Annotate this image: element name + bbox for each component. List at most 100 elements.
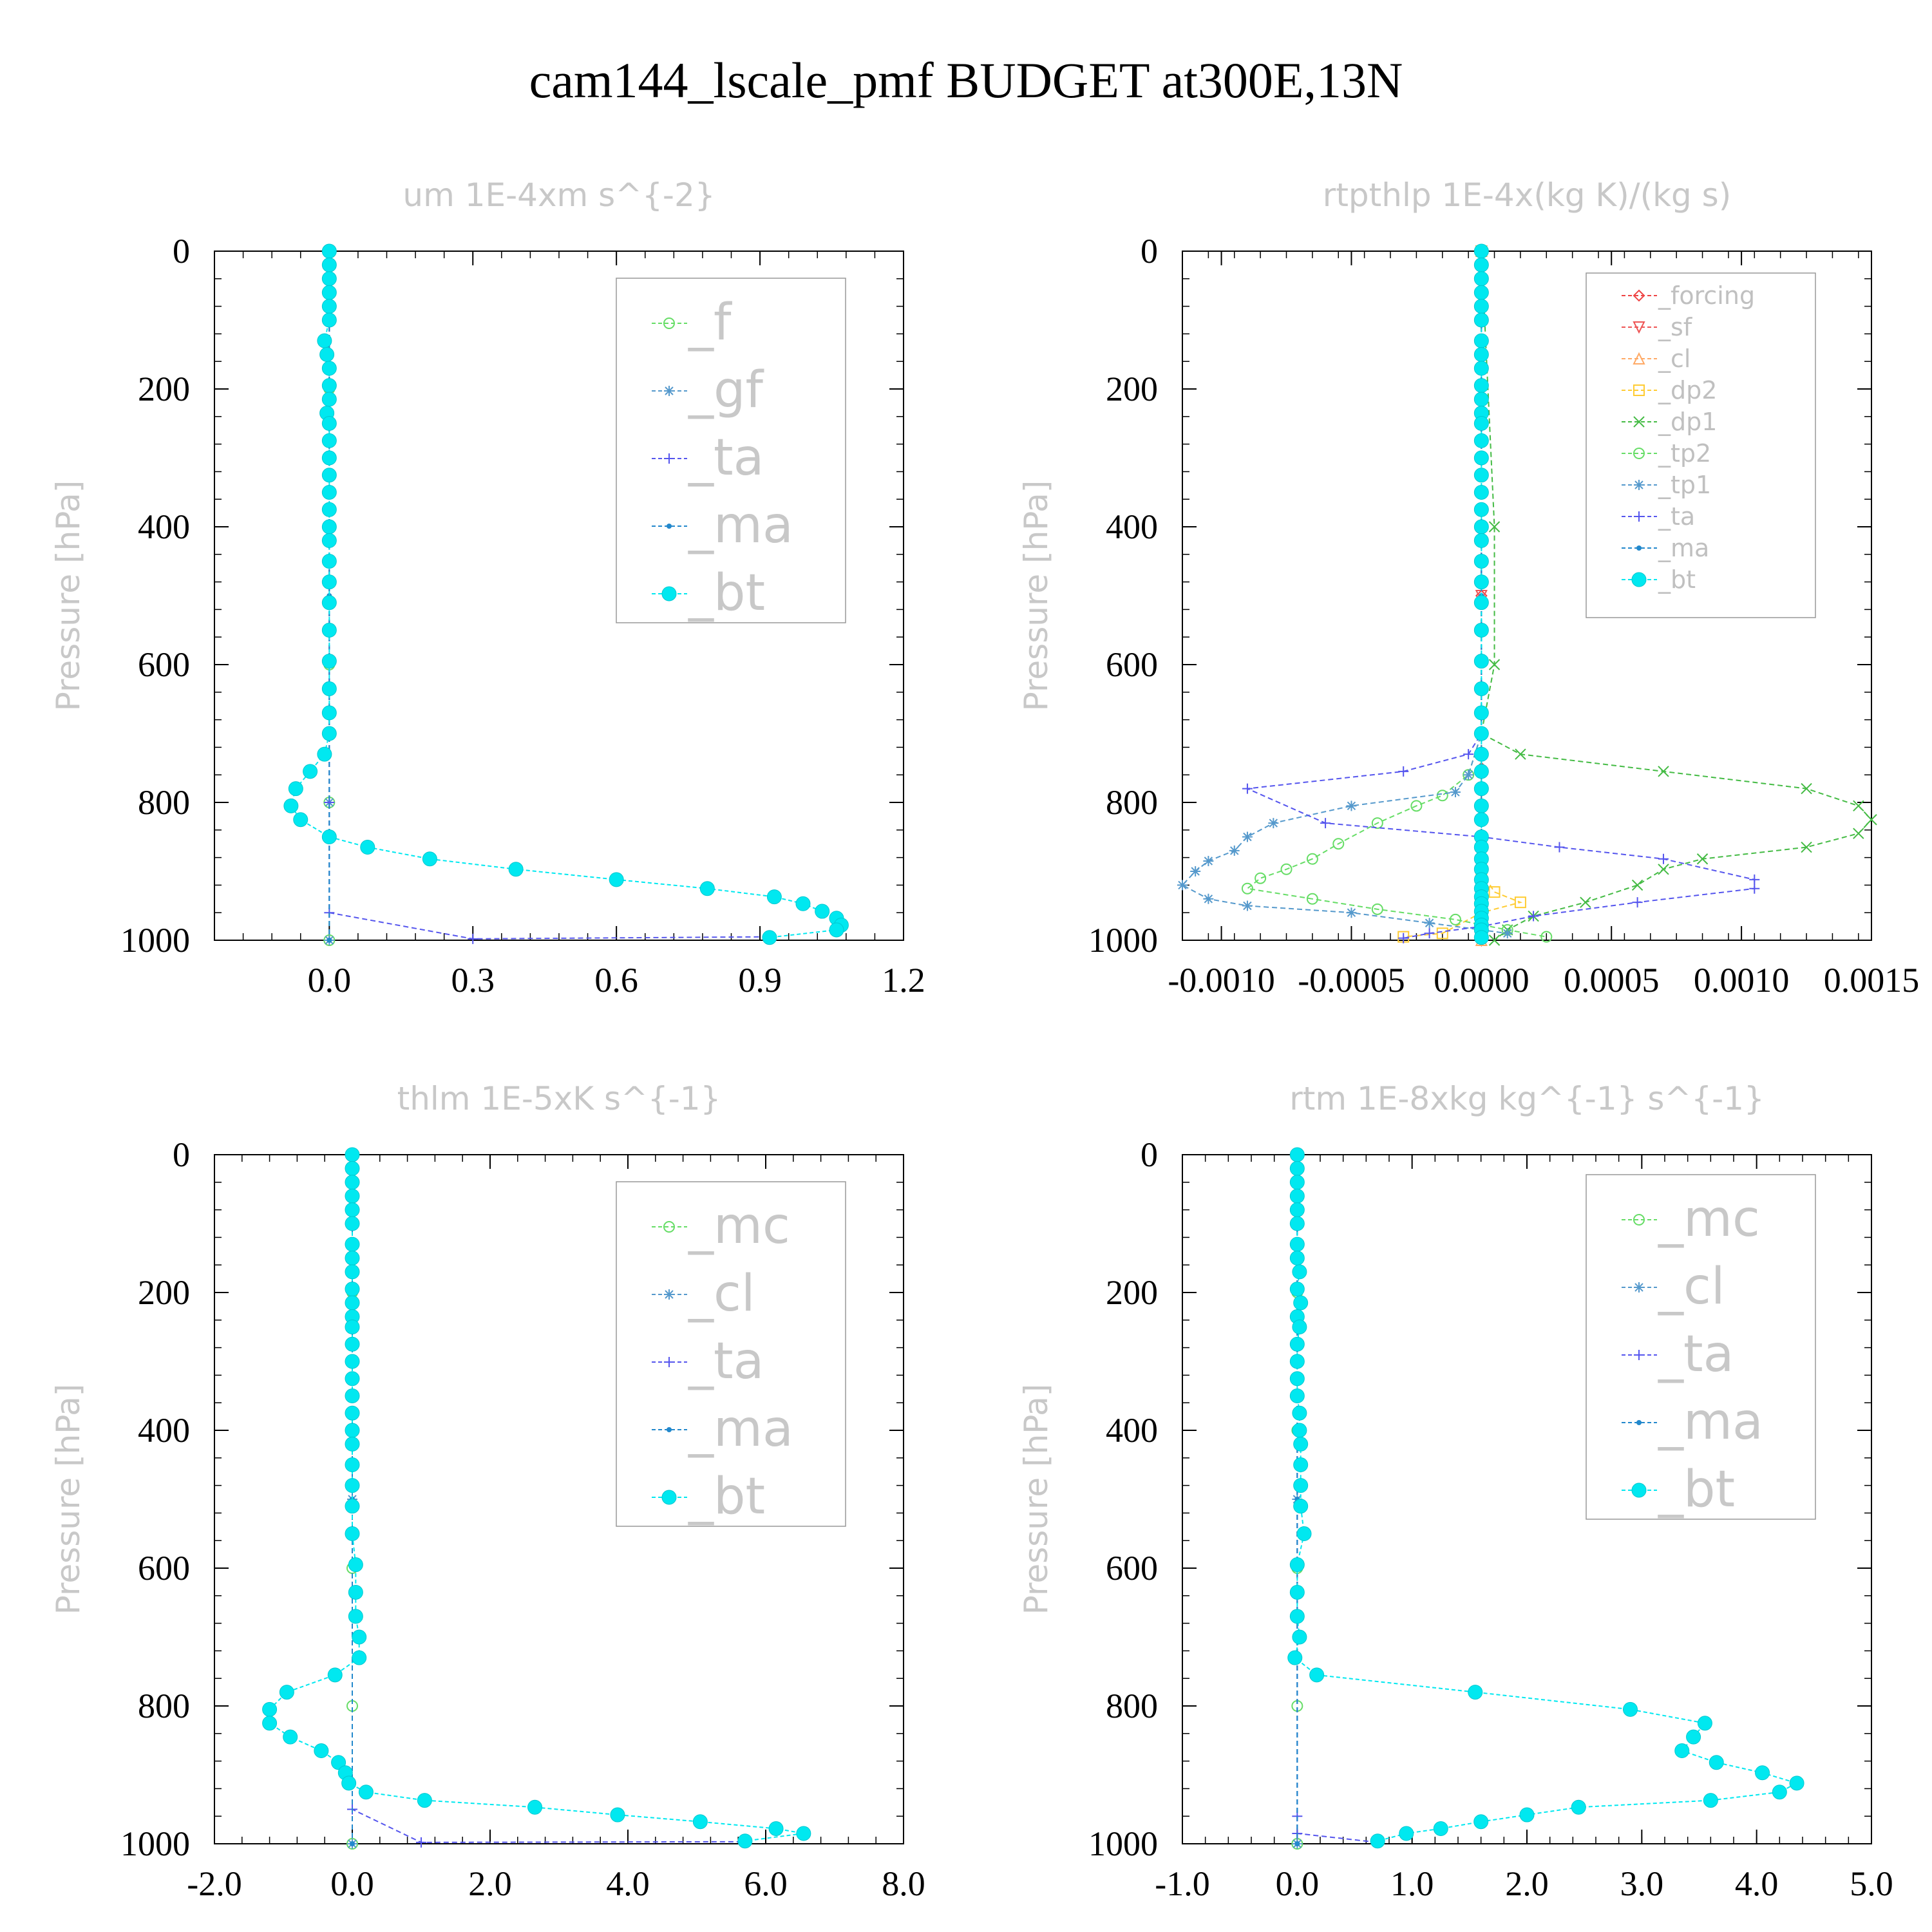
x-tick-label: 0.9 xyxy=(738,961,782,999)
legend-marker xyxy=(1633,1214,1645,1226)
chart-panel-4: rtm 1E-8xkg kg^{-1} s^{-1} Pressure [hPa]… xyxy=(1018,1080,1893,1903)
legend: _mc _cl _ta _ma _bt xyxy=(616,1181,846,1527)
data-point xyxy=(1473,554,1489,569)
data-point xyxy=(1473,595,1489,611)
data-point xyxy=(1473,450,1489,466)
data-point xyxy=(345,1354,360,1369)
data-point xyxy=(1473,812,1489,828)
data-point xyxy=(321,450,337,466)
data-point xyxy=(321,243,337,259)
data-point xyxy=(321,416,337,431)
data-point xyxy=(1473,705,1489,721)
data-point xyxy=(1473,243,1489,259)
data-point xyxy=(345,1320,360,1334)
data-point xyxy=(352,1650,367,1665)
data-point xyxy=(699,881,715,896)
legend: _forcing _sf _cl _dp2 _dp1 _tp2 _tp1 _ta _ma _bt xyxy=(1586,272,1816,618)
legend-label: _tp2 xyxy=(1658,439,1711,468)
panel-title: rtm 1E-8xkg kg^{-1} s^{-1} xyxy=(1289,1080,1765,1117)
data-point xyxy=(331,1755,346,1770)
data-point xyxy=(1519,1807,1535,1823)
data-point xyxy=(1293,1295,1309,1311)
data-point xyxy=(341,1776,357,1791)
legend-label: _ta xyxy=(1658,502,1695,531)
data-point xyxy=(1292,1629,1307,1645)
data-point xyxy=(796,1826,811,1841)
data-point xyxy=(321,285,337,300)
data-point xyxy=(1658,766,1669,777)
data-point xyxy=(1853,800,1864,812)
legend-label: _cl xyxy=(1658,345,1690,373)
data-point xyxy=(1346,907,1357,918)
data-point xyxy=(1515,748,1526,760)
legend-label: _ma xyxy=(688,497,793,554)
x-tick-label: 1.0 xyxy=(1390,1864,1434,1903)
data-point xyxy=(1289,1175,1305,1190)
legend-box xyxy=(616,1181,846,1527)
x-tick-label: 0.0 xyxy=(330,1864,374,1903)
data-point xyxy=(1473,746,1489,762)
legend-label: _dp1 xyxy=(1658,408,1717,436)
data-point xyxy=(1450,786,1461,797)
data-point xyxy=(321,654,337,669)
data-point xyxy=(766,889,782,905)
legend-marker xyxy=(1634,1282,1644,1293)
data-point xyxy=(321,726,337,741)
data-point xyxy=(1268,818,1279,829)
data-point xyxy=(1436,790,1448,802)
series-bt xyxy=(283,243,849,945)
data-point xyxy=(1703,1793,1718,1808)
plot-frame xyxy=(214,251,904,941)
x-tick-label: 2.0 xyxy=(1505,1864,1549,1903)
data-point xyxy=(303,764,318,779)
data-point xyxy=(1473,416,1489,431)
y-tick-label: 1000 xyxy=(120,1824,190,1863)
data-point xyxy=(345,1175,360,1190)
legend-label: _bt xyxy=(1658,565,1696,594)
x-tick-label: 0.0005 xyxy=(1564,961,1660,999)
data-point xyxy=(1473,574,1489,590)
x-tick-label: 0.6 xyxy=(594,961,638,999)
data-point xyxy=(829,922,844,938)
x-tick-label: 0.0 xyxy=(1276,1864,1320,1903)
series-line xyxy=(1245,251,1547,938)
x-tick-label: 2.0 xyxy=(468,1864,512,1903)
data-point xyxy=(1502,928,1513,939)
data-point xyxy=(1488,521,1501,533)
data-point xyxy=(321,519,337,535)
x-tick-label: 1.2 xyxy=(882,961,925,999)
data-point xyxy=(321,468,337,483)
data-point xyxy=(1473,271,1489,287)
data-point xyxy=(1658,853,1669,864)
data-point xyxy=(345,1478,360,1493)
data-point xyxy=(279,1685,294,1700)
data-point xyxy=(1289,1282,1305,1297)
data-point xyxy=(1686,1729,1701,1745)
y-tick-label: 0 xyxy=(1141,232,1158,270)
legend-label: _sf xyxy=(1658,313,1693,341)
data-point xyxy=(1473,468,1489,483)
y-axis-label: Pressure [hPa] xyxy=(1018,1384,1055,1615)
data-point xyxy=(1293,1499,1309,1514)
data-point xyxy=(1242,783,1253,794)
data-point xyxy=(321,485,337,500)
legend-marker xyxy=(1633,384,1645,396)
legend-marker xyxy=(1633,289,1645,302)
data-point xyxy=(1371,903,1383,915)
data-point xyxy=(1514,896,1526,909)
chart-panel-2: rtpthlp 1E-4x(kg K)/(kg s) Pressure [hPa]… xyxy=(1018,176,1919,999)
data-point xyxy=(1287,1650,1303,1665)
y-tick-label: 800 xyxy=(138,783,190,822)
y-tick-label: 0 xyxy=(1141,1135,1158,1174)
data-point xyxy=(1473,764,1489,779)
data-point xyxy=(283,798,299,813)
y-tick-label: 0 xyxy=(173,232,190,270)
legend-marker xyxy=(1636,1420,1642,1425)
data-point xyxy=(345,1526,360,1541)
data-point xyxy=(1309,1667,1325,1683)
data-point xyxy=(321,595,337,611)
data-point xyxy=(1289,1251,1305,1265)
data-point xyxy=(321,392,337,407)
data-point xyxy=(1241,882,1253,895)
